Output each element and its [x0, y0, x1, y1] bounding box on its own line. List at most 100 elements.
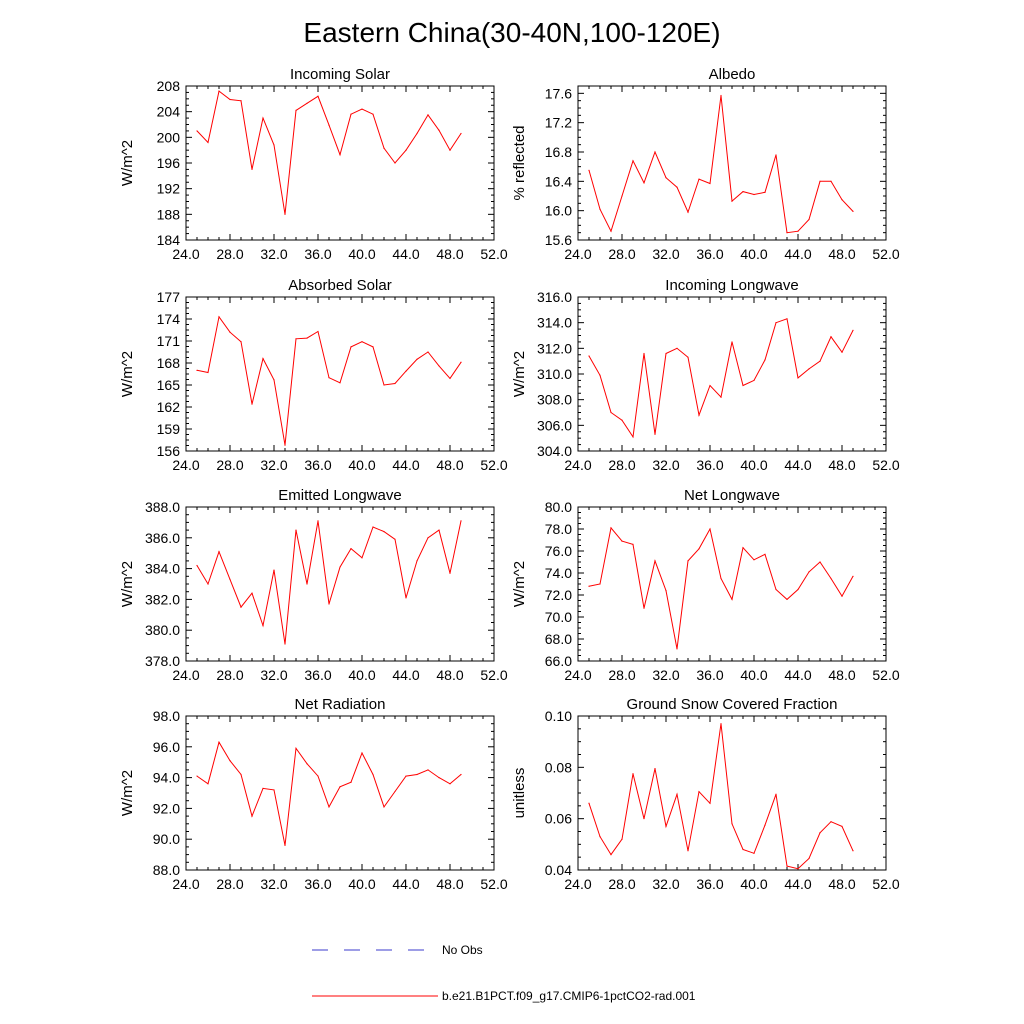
x-tick-label: 36.0: [696, 246, 723, 262]
data-point: [218, 90, 220, 92]
chart-panel-2: Albedo % reflected 24.0 28.0 32.0 36.0 40.0 44.…: [511, 66, 900, 262]
data-point: [841, 595, 843, 597]
x-tick-label: 52.0: [480, 876, 507, 892]
chart-panel-5: Emitted Longwave W/m^2 24.0 28.0 32.0 36.0 40.…: [119, 487, 508, 683]
data-point: [720, 396, 722, 398]
x-tick-label: 48.0: [436, 246, 463, 262]
data-point: [317, 520, 319, 522]
y-tick-label: 159: [157, 421, 181, 437]
data-point: [819, 360, 821, 362]
data-point: [251, 168, 253, 171]
y-tick-label: 165: [157, 377, 181, 393]
data-point: [394, 538, 396, 540]
y-tick-label: 388.0: [145, 499, 180, 515]
x-tick-label: 36.0: [304, 457, 331, 473]
data-point: [394, 382, 396, 385]
data-point: [775, 793, 777, 795]
panel-title: Incoming Longwave: [665, 277, 798, 294]
data-point: [610, 854, 612, 856]
data-point: [350, 547, 352, 550]
data-point: [350, 781, 352, 783]
y-tick-label: 384.0: [145, 561, 180, 577]
y-tick-label: 382.0: [145, 591, 180, 607]
chart-panel-8: Ground Snow Covered Fraction unitless 24.0…: [511, 696, 900, 892]
x-tick-label: 44.0: [392, 246, 419, 262]
x-tick-label: 28.0: [216, 876, 243, 892]
y-tick-label: 306.0: [537, 417, 572, 433]
x-tick-label: 40.0: [348, 246, 375, 262]
data-point: [753, 852, 755, 854]
data-point: [416, 560, 418, 562]
data-point: [621, 195, 623, 197]
data-point: [229, 578, 231, 580]
chart-panel-1: Incoming Solar W/m^2 24.0 28.0 32.0 36.0 40.0 4…: [119, 66, 508, 262]
y-tick-label: 174: [157, 311, 181, 327]
y-axis-label: W/m^2: [119, 140, 136, 186]
data-point: [240, 100, 242, 102]
x-tick-label: 52.0: [480, 246, 507, 262]
y-axis-label: % reflected: [511, 125, 528, 200]
y-tick-label: 15.6: [545, 232, 572, 248]
data-point: [405, 597, 407, 599]
data-point: [621, 419, 623, 421]
series-line-1: [196, 520, 462, 645]
data-point: [808, 218, 810, 221]
data-point: [742, 848, 744, 851]
data-point: [841, 351, 843, 353]
data-point: [588, 585, 590, 587]
x-tick-label: 24.0: [172, 667, 199, 683]
data-point: [610, 527, 612, 529]
y-tick-label: 96.0: [153, 739, 180, 755]
y-tick-label: 192: [157, 181, 181, 197]
data-point: [786, 318, 788, 320]
data-point: [665, 352, 667, 355]
x-tick-label: 24.0: [172, 246, 199, 262]
data-point: [775, 322, 777, 324]
data-point: [427, 351, 429, 353]
data-point: [643, 352, 645, 355]
page-title: Eastern China(30-40N,100-120E): [303, 17, 720, 48]
panel-title: Net Radiation: [295, 696, 386, 713]
data-point: [416, 358, 418, 360]
data-point: [808, 857, 810, 860]
data-point: [328, 806, 330, 808]
data-point: [372, 113, 374, 115]
data-point: [251, 815, 253, 817]
data-point: [207, 141, 209, 144]
y-tick-label: 184: [157, 232, 181, 248]
data-point: [328, 603, 330, 605]
y-tick-label: 0.08: [545, 759, 572, 775]
x-tick-label: 36.0: [304, 667, 331, 683]
data-point: [808, 571, 810, 573]
data-point: [229, 760, 231, 762]
x-tick-label: 52.0: [872, 246, 899, 262]
x-tick-label: 52.0: [872, 457, 899, 473]
data-point: [240, 341, 242, 343]
data-point: [405, 370, 407, 372]
data-point: [819, 180, 821, 182]
y-tick-label: 380.0: [145, 622, 180, 638]
data-point: [196, 369, 198, 371]
y-tick-label: 72.0: [545, 587, 572, 603]
data-point: [251, 592, 253, 594]
data-point: [632, 436, 634, 438]
x-tick-label: 28.0: [608, 457, 635, 473]
data-point: [764, 824, 766, 826]
series-line-1: [588, 318, 854, 439]
y-axis-label: W/m^2: [119, 770, 136, 816]
x-tick-label: 28.0: [608, 246, 635, 262]
data-point: [852, 329, 854, 331]
data-point: [720, 723, 722, 725]
data-point: [196, 130, 198, 132]
y-tick-label: 16.8: [545, 144, 572, 160]
data-point: [262, 358, 264, 360]
data-point: [449, 377, 451, 379]
x-tick-label: 52.0: [480, 667, 507, 683]
y-axis-label: W/m^2: [119, 561, 136, 607]
data-point: [427, 769, 429, 771]
x-tick-label: 36.0: [696, 667, 723, 683]
data-point: [819, 561, 821, 563]
data-point: [720, 577, 722, 580]
data-point: [610, 230, 612, 232]
